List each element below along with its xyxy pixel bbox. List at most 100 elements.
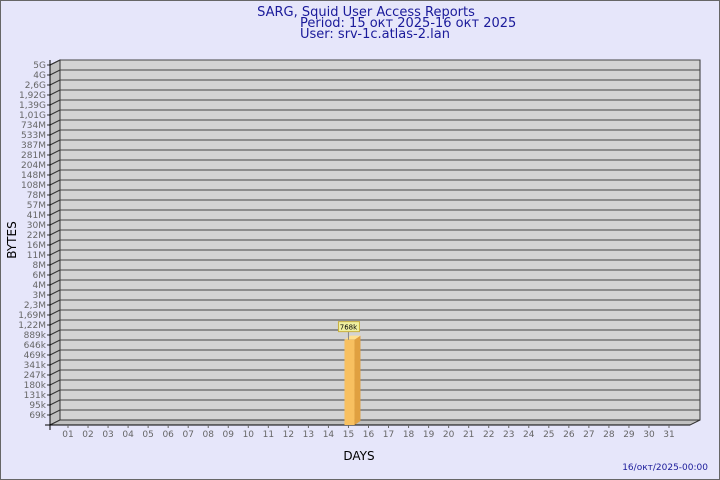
y-tick-label: 734M [21, 121, 46, 131]
y-tick-label: 69k [29, 411, 46, 421]
x-tick-label: 24 [523, 430, 535, 440]
y-tick-diagonal [49, 379, 61, 386]
y-tick-diagonal [49, 279, 61, 286]
x-tick-label: 12 [283, 430, 294, 440]
y-tick-label: 2,6G [25, 81, 46, 91]
y-tick-diagonal [49, 139, 61, 146]
y-tick-label: 1,01G [19, 111, 46, 121]
x-tick-label: 23 [503, 430, 514, 440]
y-tick-diagonal [49, 399, 61, 406]
bar-label-box [337, 321, 360, 333]
y-tick-diagonal [49, 259, 61, 266]
y-tick-label: 30M [27, 221, 46, 231]
footer-date: 16/окт/2025-00:00 [622, 463, 708, 473]
y-tick-diagonal [49, 119, 61, 126]
y-tick-diagonal [49, 289, 61, 296]
y-tick-diagonal [49, 109, 61, 116]
x-tick-label: 13 [303, 430, 314, 440]
y-tick-label: 11M [27, 251, 46, 261]
y-tick-diagonal [49, 409, 61, 416]
plot-floor [49, 419, 701, 426]
chart-title: SARG, Squid User Access Reports [257, 5, 475, 20]
y-tick-label: 57M [27, 201, 46, 211]
x-tick-label: 18 [403, 430, 415, 440]
bar-side [354, 335, 361, 425]
y-tick-diagonal [49, 159, 61, 166]
x-tick-label: 16 [363, 430, 375, 440]
y-tick-label: 4G [33, 71, 46, 81]
y-tick-diagonal [49, 149, 61, 156]
x-tick-label: 09 [223, 430, 235, 440]
y-tick-diagonal [49, 69, 61, 76]
bar-value-label: 768k [340, 324, 358, 332]
x-axis-label: DAYS [343, 449, 374, 463]
x-tick-label: 19 [423, 430, 435, 440]
x-tick-label: 11 [263, 430, 274, 440]
x-tick-label: 15 [343, 430, 354, 440]
y-tick-label: 3M [33, 291, 47, 301]
y-tick-label: 247k [24, 371, 47, 381]
y-tick-label: 889k [24, 331, 47, 341]
chart-user: User: srv-1c.atlas-2.lan [300, 27, 450, 42]
y-tick-diagonal [49, 369, 61, 376]
y-tick-diagonal [49, 269, 61, 276]
y-tick-diagonal [49, 309, 61, 316]
x-tick-label: 29 [623, 430, 635, 440]
x-tick-label: 21 [463, 430, 474, 440]
y-tick-label: 341k [24, 361, 47, 371]
y-tick-label: 533M [21, 131, 46, 141]
y-tick-label: 41M [27, 211, 46, 221]
y-tick-label: 387M [21, 141, 46, 151]
x-tick-label: 03 [102, 430, 113, 440]
y-tick-label: 6M [33, 271, 47, 281]
y-tick-diagonal [49, 349, 61, 356]
y-tick-diagonal [49, 239, 61, 246]
y-tick-label: 16M [27, 241, 46, 251]
y-tick-diagonal [49, 389, 61, 396]
y-tick-label: 95k [29, 401, 46, 411]
y-tick-label: 1,39G [19, 101, 46, 111]
y-tick-diagonal [49, 299, 61, 306]
x-tick-label: 26 [563, 430, 575, 440]
x-tick-label: 20 [443, 430, 455, 440]
y-tick-label: 148M [21, 171, 46, 181]
y-tick-label: 108M [21, 181, 46, 191]
x-tick-label: 28 [603, 430, 615, 440]
y-tick-diagonal [49, 229, 61, 236]
x-tick-label: 05 [142, 430, 153, 440]
y-tick-label: 78M [27, 191, 46, 201]
y-tick-diagonal [49, 199, 61, 206]
x-tick-label: 31 [663, 430, 674, 440]
y-tick-label: 131k [24, 391, 47, 401]
y-axis-label: BYTES [5, 221, 19, 258]
y-tick-label: 22M [27, 231, 46, 241]
x-tick-label: 01 [62, 430, 73, 440]
y-tick-label: 1,22M [18, 321, 46, 331]
y-tick-diagonal [49, 59, 61, 66]
y-tick-diagonal [49, 179, 61, 186]
x-tick-label: 22 [483, 430, 494, 440]
y-tick-label: 8M [33, 261, 47, 271]
y-tick-label: 5G [33, 61, 46, 71]
y-tick-label: 2,3M [24, 301, 46, 311]
x-tick-label: 25 [543, 430, 554, 440]
x-tick-label: 02 [82, 430, 93, 440]
x-tick-label: 04 [122, 430, 134, 440]
x-tick-label: 14 [323, 430, 335, 440]
y-tick-label: 281M [21, 151, 46, 161]
x-tick-label: 06 [162, 430, 174, 440]
y-tick-diagonal [49, 359, 61, 366]
y-tick-label: 646k [24, 341, 47, 351]
x-tick-label: 07 [182, 430, 193, 440]
x-tick-label: 10 [243, 430, 255, 440]
y-tick-label: 4M [33, 281, 47, 291]
x-tick-label: 08 [203, 430, 215, 440]
x-tick-label: 27 [583, 430, 594, 440]
y-tick-diagonal [49, 79, 61, 86]
x-tick-label: 17 [383, 430, 394, 440]
y-tick-diagonal [49, 249, 61, 256]
chart-period: Period: 15 окт 2025-16 окт 2025 [300, 16, 516, 31]
bar-front [344, 339, 355, 425]
y-tick-label: 469k [24, 351, 47, 361]
